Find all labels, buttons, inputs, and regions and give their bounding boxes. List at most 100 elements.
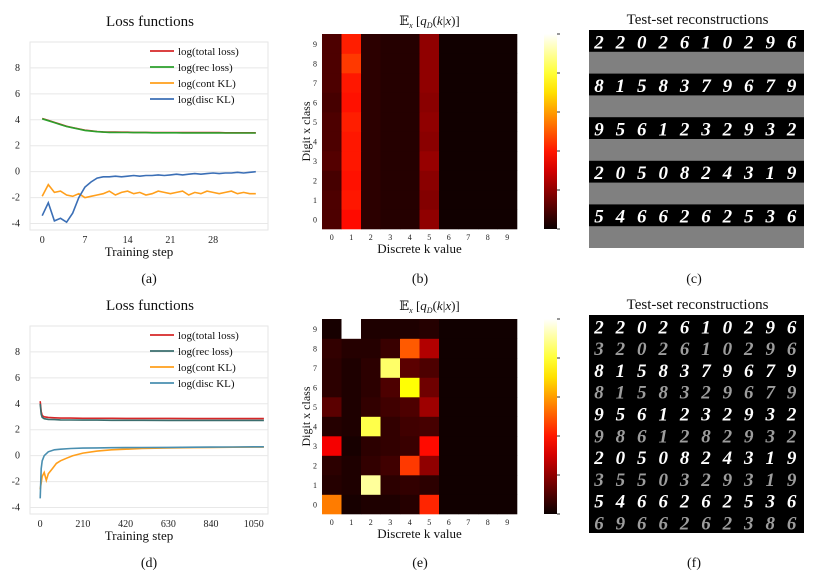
heatmap-cell — [497, 475, 518, 495]
heatmap-cell — [341, 131, 362, 152]
heatmap-cell — [341, 494, 362, 515]
series-line — [39, 403, 264, 422]
y-tick-label: 4 — [15, 115, 20, 126]
heatmap-cell — [478, 53, 498, 74]
heatmap-cell — [322, 34, 342, 54]
heatmap-cell — [400, 319, 420, 339]
original-digit: 6 — [787, 492, 797, 513]
original-digit: 1 — [616, 76, 626, 97]
heatmap-cell — [439, 475, 459, 495]
heatmap-cell — [380, 397, 401, 417]
y-tick-label: 7 — [313, 79, 317, 88]
original-digit: 5 — [594, 207, 604, 228]
x-tick-label: 9 — [505, 233, 509, 242]
legend-entry: log(cont KL) — [178, 78, 236, 90]
reconstructed-digit: 6 — [658, 514, 668, 534]
original-digit: 2 — [700, 163, 711, 184]
reconstructed-digit: 3 — [593, 470, 604, 491]
reconstructed-digit: 5 — [637, 383, 647, 404]
x-tick-label: 420 — [118, 519, 133, 530]
panel-a-line-chart: -4 -2 0 2 4 6 8 0 7 14 21 28 Training step log(total … — [12, 41, 269, 259]
plot-area — [29, 41, 269, 231]
legend-entry: log(cont KL) — [178, 362, 236, 374]
title-fragment: k — [437, 298, 443, 313]
heatmap-cell — [380, 151, 401, 171]
reconstructed-digit: 9 — [594, 426, 604, 447]
reconstructed-digit: 9 — [787, 470, 797, 491]
y-tick-label: 2 — [313, 176, 317, 185]
heatmap-cell — [419, 475, 440, 495]
original-digit: 6 — [787, 317, 797, 338]
reconstructed-digit: 2 — [722, 514, 733, 534]
y-tick-label: 6 — [313, 98, 317, 107]
reconstructed-digit: 0 — [658, 470, 668, 491]
heatmap-cell — [497, 131, 518, 152]
heatmap-cell — [322, 53, 342, 74]
reconstructed-digit: 1 — [701, 339, 711, 360]
heatmap-cell — [361, 131, 381, 152]
heatmap-cell — [400, 151, 420, 171]
heatmap-cell — [419, 73, 440, 93]
heatmap-cell — [322, 358, 342, 378]
x-tick-label: 9 — [505, 518, 509, 527]
reconstructed-digit: 8 — [616, 426, 626, 447]
heatmap-cell — [478, 358, 498, 378]
original-digit: 3 — [764, 120, 775, 141]
heatmap-cell — [478, 190, 498, 210]
heatmap-cell — [341, 73, 362, 93]
heatmap-cell — [497, 436, 518, 456]
original-digit: 2 — [743, 317, 754, 338]
heatmap-cell — [497, 416, 518, 437]
original-digit: 2 — [657, 317, 668, 338]
heatmap-cell — [361, 436, 381, 456]
heatmap-cell — [458, 319, 479, 339]
original-digit: 3 — [764, 492, 775, 513]
heatmap-cell — [361, 53, 381, 74]
x-axis-label: Discrete k value — [377, 241, 462, 256]
heatmap-cell — [458, 92, 479, 113]
legend-entry: log(rec loss) — [178, 62, 233, 74]
reconstructed-digit: 9 — [616, 514, 626, 534]
original-digit: 4 — [722, 448, 733, 469]
original-digit: 9 — [787, 361, 797, 382]
legend-entry: log(total loss) — [178, 46, 239, 58]
heatmap-cell — [439, 34, 459, 54]
heatmap-cell — [458, 494, 479, 515]
legend-entry: log(disc KL) — [178, 378, 235, 390]
reconstructed-digit: 6 — [680, 339, 690, 360]
original-digit: 3 — [764, 207, 775, 228]
heatmap-cell — [458, 190, 479, 210]
x-tick-label: 0 — [38, 519, 43, 530]
heatmap-cell — [361, 338, 381, 359]
title-fragment: )] — [451, 13, 460, 28]
reconstructed-digit: 8 — [765, 514, 775, 534]
title-fragment: )] — [451, 298, 460, 313]
original-digit: 5 — [637, 361, 647, 382]
original-digit: 8 — [658, 76, 668, 97]
title-fragment: D — [426, 21, 433, 30]
heatmap-cell — [322, 455, 342, 476]
x-tick-label: 1 — [349, 518, 353, 527]
panel-c-reconstruction-grid: 2 2 0 2 6 1 0 2 9 68 1 5 8 3 7 9 6 7 99 5 6 1 2 3 2 9 3 22 0 5 0 8 2 4 3 1 9… — [589, 30, 804, 248]
original-digit: 9 — [787, 448, 797, 469]
heatmap-cell — [419, 494, 440, 515]
reconstructed-digit: 1 — [616, 383, 626, 404]
heatmap-cell — [478, 397, 498, 417]
heatmap-cell — [439, 377, 459, 398]
original-digit: 2 — [743, 32, 754, 53]
original-digit: 5 — [637, 76, 647, 97]
original-digit: 2 — [615, 32, 626, 53]
heatmap-cell — [400, 112, 420, 132]
heatmap-cell — [478, 416, 498, 437]
title-fragment: k — [437, 13, 443, 28]
heatmap-cell — [361, 397, 381, 417]
reconstructed-digit: 1 — [658, 426, 668, 447]
original-digit: 1 — [658, 120, 668, 141]
x-tick-label: 7 — [466, 233, 470, 242]
legend-entry: log(disc KL) — [178, 94, 235, 106]
original-digit: 5 — [616, 405, 626, 426]
original-digit: 6 — [744, 361, 754, 382]
reconstructed-digit: 2 — [743, 339, 754, 360]
x-tick-label: 210 — [75, 519, 90, 530]
heatmap-cell — [458, 131, 479, 152]
